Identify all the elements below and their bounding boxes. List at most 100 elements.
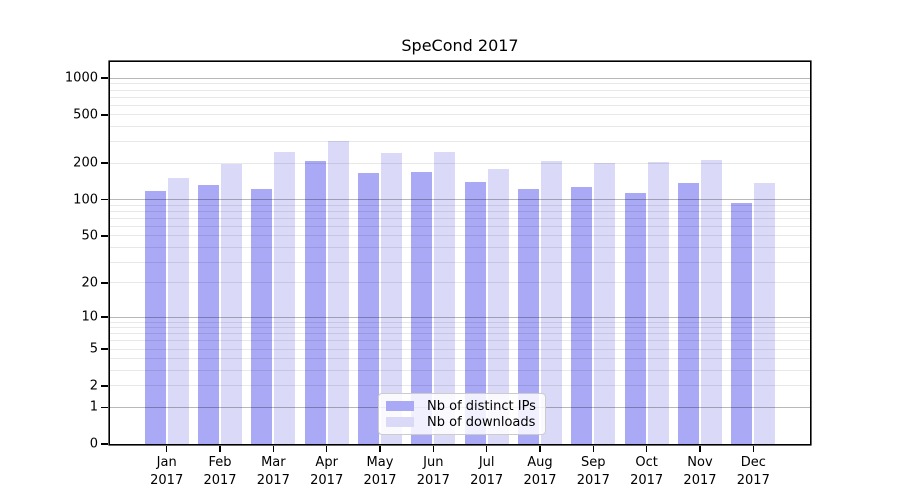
y-tick-label: 50	[81, 228, 98, 244]
gridline-minor	[110, 96, 810, 98]
gridline-minor	[110, 114, 810, 116]
bar-may-downloads	[381, 152, 402, 444]
x-tick-label: Sep 2017	[577, 454, 610, 490]
y-tick-label: 100	[73, 192, 98, 208]
bar-oct-ips	[624, 192, 646, 444]
y-tick	[101, 282, 108, 284]
y-tick	[101, 235, 108, 237]
y-tick	[101, 77, 108, 80]
bar-jul-downloads	[487, 169, 509, 444]
y-tick-label: 0	[89, 436, 98, 452]
plot-area: 0 1 2 5 10 20 50 100 200 500 1000 Jan 2017 Feb 2017 Mar…	[65, 62, 810, 488]
x-tick-label-line: 2017	[203, 473, 237, 488]
x-tick-label-line: Jul	[478, 455, 495, 470]
bar-dec-ips	[731, 202, 753, 444]
x-tick-label: Apr 2017	[310, 454, 343, 490]
x-tick	[219, 445, 221, 452]
x-tick-label-line: Mar	[261, 455, 286, 470]
x-tick	[645, 445, 648, 452]
y-tick	[101, 443, 108, 445]
x-tick-label-line: 2017	[470, 473, 504, 488]
y-tick	[101, 162, 108, 165]
legend: Nb of distinct IPs Nb of downloads	[378, 393, 546, 435]
x-tick-label-line: May	[366, 455, 394, 470]
x-tick	[592, 445, 595, 452]
x-tick-label-line: 2017	[310, 473, 344, 488]
x-tick-label-line: 2017	[416, 473, 450, 488]
y-tick-label: 1	[89, 399, 98, 415]
x-tick-label-line: Nov	[687, 455, 713, 470]
bar-jul-ips	[464, 181, 486, 444]
y-tick-label: 1000	[64, 70, 98, 86]
y-tick-label: 10	[81, 309, 98, 325]
y-tick	[101, 114, 108, 116]
x-tick-label-line: 2017	[363, 473, 397, 488]
x-tick-label-line: 2017	[736, 473, 770, 488]
x-tick-label-line: 2017	[683, 473, 717, 488]
x-tick-label-line: Jan	[156, 455, 177, 470]
x-tick-label-line: 2017	[576, 473, 610, 488]
gridline-minor	[110, 126, 810, 128]
bar-feb-ips	[198, 184, 220, 444]
x-tick-label-line: Feb	[208, 455, 232, 470]
gridline-minor	[110, 104, 810, 106]
bar-aug-ips	[517, 189, 539, 444]
legend-label-downloads: Nb of downloads	[427, 414, 536, 430]
x-tick-label: Feb 2017	[203, 454, 236, 490]
x-tick-label-line: Dec	[740, 455, 766, 470]
x-tick-label-line: 2017	[630, 473, 664, 488]
chart-title: SpeCond 2017	[401, 36, 519, 55]
gridline-minor	[110, 89, 810, 91]
x-tick	[325, 445, 328, 452]
x-tick-label: Dec 2017	[737, 454, 770, 490]
x-tick-label: Mar 2017	[257, 454, 290, 490]
x-tick-label: Aug 2017	[523, 454, 556, 490]
bar-apr-ips	[304, 160, 326, 444]
x-tick	[165, 445, 168, 452]
x-tick	[432, 445, 435, 452]
bar-nov-downloads	[700, 160, 722, 444]
y-tick-label: 2	[89, 378, 98, 394]
x-tick-label-line: Oct	[635, 455, 658, 470]
y-tick	[101, 198, 108, 201]
gridline-minor	[110, 141, 810, 143]
x-tick-label-line: Sep	[581, 455, 606, 470]
x-tick-label-line: 2017	[256, 473, 290, 488]
bar-mar-downloads	[274, 152, 296, 444]
bar-feb-downloads	[221, 164, 243, 444]
x-tick	[539, 445, 541, 452]
bar-apr-downloads	[327, 141, 349, 444]
x-tick	[485, 445, 488, 452]
x-tick-label-line: 2017	[150, 473, 184, 488]
x-tick	[752, 445, 755, 452]
x-tick-label-line: Aug	[527, 455, 553, 470]
bar-mar-ips	[251, 188, 273, 444]
x-tick-label: Oct 2017	[630, 454, 663, 490]
y-tick	[101, 348, 108, 350]
x-tick-label: Jun 2017	[417, 454, 450, 490]
x-tick-label: May 2017	[363, 454, 396, 490]
y-tick	[101, 316, 108, 318]
gridline-minor	[110, 83, 810, 85]
gridline-major	[110, 77, 810, 79]
y-tick-label: 500	[73, 107, 98, 123]
y-tick	[101, 406, 108, 409]
bar-dec-downloads	[754, 183, 776, 444]
bar-aug-downloads	[540, 160, 562, 444]
x-tick	[272, 445, 275, 452]
bar-jan-ips	[144, 191, 166, 444]
bar-may-ips	[358, 173, 379, 444]
x-tick-label-line: Jun	[423, 455, 444, 470]
x-tick-label-line: 2017	[523, 473, 557, 488]
x-tick-label: Jan 2017	[150, 454, 183, 490]
x-tick-label-line: Apr	[315, 455, 338, 470]
bar-oct-downloads	[647, 162, 669, 444]
bar-sep-ips	[571, 187, 593, 444]
bar-nov-ips	[677, 183, 699, 444]
legend-item-distinct-ips: Nb of distinct IPs	[386, 398, 537, 414]
y-tick-label: 20	[81, 275, 98, 291]
bar-sep-downloads	[594, 163, 616, 444]
x-tick	[699, 445, 701, 452]
bar-jun-downloads	[434, 152, 456, 444]
